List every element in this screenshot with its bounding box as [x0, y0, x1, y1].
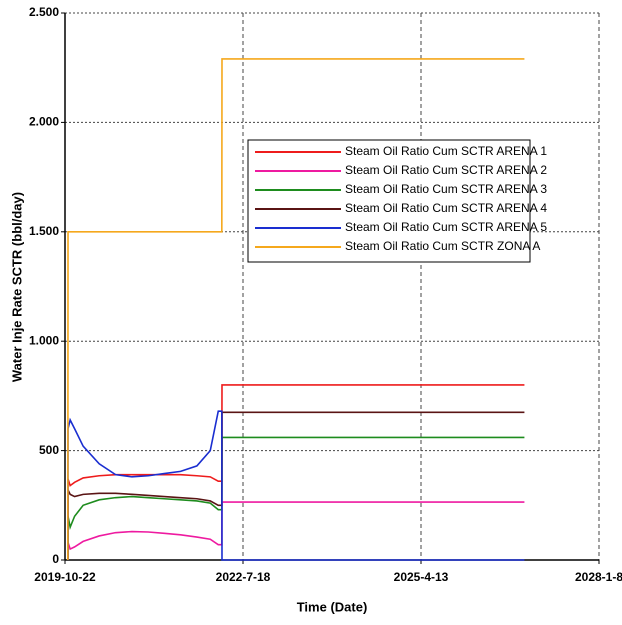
- x-tick-label: 2019-10-22: [34, 570, 96, 584]
- y-tick-label: 2.000: [29, 115, 59, 129]
- y-tick-label: 1.000: [29, 333, 59, 347]
- series-line: [67, 384, 525, 561]
- y-tick-label: 1.500: [29, 224, 59, 238]
- legend-label: Steam Oil Ratio Cum SCTR ARENA 2: [345, 163, 547, 177]
- legend-box: [247, 139, 531, 263]
- legend-label: Steam Oil Ratio Cum SCTR ARENA 1: [345, 144, 547, 158]
- x-tick-label: 2025-4-13: [394, 570, 449, 584]
- series-line: [67, 411, 525, 561]
- y-tick-label: 0: [52, 552, 59, 566]
- series-line: [67, 501, 525, 561]
- y-axis-title: Water Inje Rate SCTR (bbl/day): [9, 192, 24, 382]
- series-line: [67, 58, 525, 561]
- legend-label: Steam Oil Ratio Cum SCTR ZONA A: [345, 239, 540, 253]
- legend-label: Steam Oil Ratio Cum SCTR ARENA 4: [345, 201, 547, 215]
- x-tick-label: 2028-1-8: [575, 570, 622, 584]
- y-tick-label: 2.500: [29, 5, 59, 19]
- x-tick-label: 2022-7-18: [216, 570, 271, 584]
- series-line: [67, 410, 525, 561]
- x-axis-title: Time (Date): [297, 599, 368, 614]
- series-line: [67, 436, 525, 561]
- legend-label: Steam Oil Ratio Cum SCTR ARENA 5: [345, 220, 547, 234]
- y-tick-label: 500: [39, 443, 59, 457]
- legend-label: Steam Oil Ratio Cum SCTR ARENA 3: [345, 182, 547, 196]
